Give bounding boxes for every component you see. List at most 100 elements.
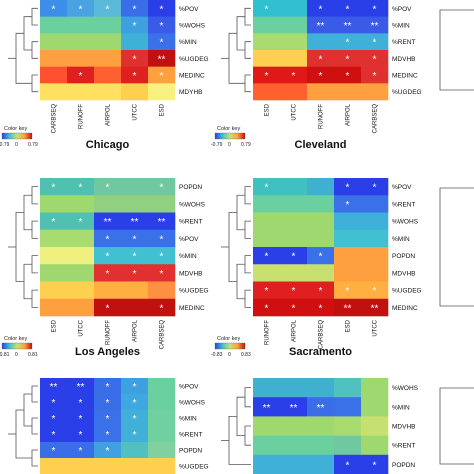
significance-star: * bbox=[373, 71, 377, 82]
heatmap-cell bbox=[67, 298, 95, 317]
dendrogram-branch bbox=[244, 289, 251, 308]
dendrogram-branch bbox=[244, 186, 251, 205]
color-key-tick: 0.79 bbox=[28, 142, 38, 148]
heatmap-cell bbox=[280, 416, 308, 436]
heatmap-cell bbox=[148, 50, 176, 67]
heatmap-cell bbox=[121, 281, 149, 300]
significance-star: * bbox=[133, 54, 137, 65]
significance-star: * bbox=[292, 252, 296, 263]
significance-star: * bbox=[265, 183, 269, 194]
heatmap-cell bbox=[334, 0, 362, 17]
row-dendrogram bbox=[8, 186, 38, 308]
significance-star: * bbox=[52, 414, 56, 425]
heatmap-cell bbox=[148, 394, 176, 411]
heatmap-cell bbox=[67, 410, 95, 427]
panel-title: Sacramento bbox=[289, 346, 352, 358]
heatmap-cell bbox=[148, 229, 176, 248]
color-key: Color key -0.79 0 0.79 bbox=[211, 126, 251, 148]
column-label: UTCC bbox=[133, 103, 139, 120]
heatmap-cell bbox=[148, 442, 176, 459]
heatmap-cell bbox=[307, 416, 335, 436]
heatmap-cell bbox=[40, 178, 68, 196]
heatmap-cell bbox=[307, 229, 335, 248]
heatmap-cell bbox=[253, 195, 281, 213]
color-key-tick: 0 bbox=[15, 142, 18, 148]
dendrogram-branch bbox=[244, 255, 251, 274]
color-key-tick: 0.79 bbox=[241, 142, 251, 148]
heatmap-cell bbox=[67, 50, 95, 67]
column-label: AIRPOL bbox=[292, 319, 298, 342]
significance-star: * bbox=[346, 71, 350, 82]
column-label: ESD bbox=[265, 103, 271, 116]
row-label: %RENT bbox=[392, 443, 416, 450]
dendrogram-branch bbox=[23, 194, 32, 231]
heatmap-cell bbox=[121, 16, 149, 34]
dendrogram-branch bbox=[244, 7, 251, 26]
significance-star: * bbox=[292, 303, 296, 314]
heatmap-cell bbox=[148, 83, 176, 101]
heatmap-cell bbox=[67, 281, 95, 300]
heatmap-cell bbox=[121, 378, 149, 395]
significance-star: * bbox=[373, 54, 377, 65]
significance-star: * bbox=[133, 398, 137, 409]
heatmap-cell bbox=[40, 410, 68, 427]
significance-star: * bbox=[319, 303, 323, 314]
heatmap-cell bbox=[307, 378, 335, 398]
heatmap-cell bbox=[94, 298, 122, 317]
significance-star: * bbox=[79, 217, 83, 228]
heatmap-cell bbox=[148, 264, 176, 282]
row-label: %RENT bbox=[179, 219, 203, 226]
heatmap-cell bbox=[280, 195, 308, 213]
significance-star: * bbox=[106, 269, 110, 280]
dendrogram-branch bbox=[244, 425, 251, 446]
heatmap-cell bbox=[148, 178, 176, 196]
heatmap-cell bbox=[307, 212, 335, 231]
heatmap-cell bbox=[40, 0, 68, 17]
row-label: %MIN bbox=[179, 416, 197, 423]
dendrogram-branch bbox=[31, 255, 38, 274]
row-label: %MIN bbox=[179, 253, 197, 260]
dendrogram-branch bbox=[15, 212, 24, 282]
significance-star: * bbox=[106, 183, 110, 194]
significance-star: * bbox=[133, 234, 137, 245]
heatmap-cell bbox=[280, 229, 308, 248]
significance-star: ** bbox=[104, 217, 112, 228]
significance-star: * bbox=[79, 183, 83, 194]
heatmap-cell bbox=[334, 247, 362, 265]
heatmap-cell bbox=[253, 298, 281, 317]
heatmap-cell bbox=[148, 195, 176, 213]
heatmap-cell bbox=[361, 435, 389, 456]
significance-star: * bbox=[319, 252, 323, 263]
color-key-bar bbox=[214, 132, 246, 140]
heatmap-cell bbox=[253, 83, 281, 101]
color-key-tick: -0.83 bbox=[211, 352, 223, 358]
dendrogram-branch bbox=[244, 220, 251, 239]
dendrogram-branch bbox=[244, 387, 251, 408]
heatmap-panel: Chicago* * * ** * ** ** *** * ** * ** * ** *POPDN%WOHS… bbox=[8, 139, 209, 349]
significance-star: * bbox=[106, 398, 110, 409]
heatmap-cell bbox=[121, 83, 149, 101]
significance-star: ** bbox=[131, 217, 139, 228]
heatmap-cell bbox=[94, 16, 122, 34]
heatmap-cell bbox=[67, 229, 95, 248]
dendrogram-branch bbox=[236, 194, 245, 231]
heatmap-cell bbox=[334, 229, 362, 248]
heatmap-cell bbox=[67, 16, 95, 34]
heatmap-cell bbox=[307, 264, 335, 282]
heatmap-cell bbox=[67, 195, 95, 213]
significance-star: * bbox=[160, 252, 164, 263]
heatmap-cell bbox=[361, 229, 389, 248]
column-label: CARBSEQ bbox=[373, 104, 379, 134]
color-key-tick: -0.79 bbox=[211, 142, 223, 148]
significance-star: * bbox=[160, 4, 164, 15]
heatmap-cell bbox=[148, 247, 176, 265]
row-label: %POV bbox=[179, 6, 199, 13]
heatmap-cell bbox=[253, 247, 281, 265]
significance-star: * bbox=[292, 286, 296, 297]
significance-star: * bbox=[319, 286, 323, 297]
dendrogram-branch bbox=[31, 186, 38, 205]
row-label: %POV bbox=[179, 236, 199, 243]
heatmap-cell bbox=[307, 195, 335, 213]
heatmap-cell bbox=[94, 50, 122, 67]
